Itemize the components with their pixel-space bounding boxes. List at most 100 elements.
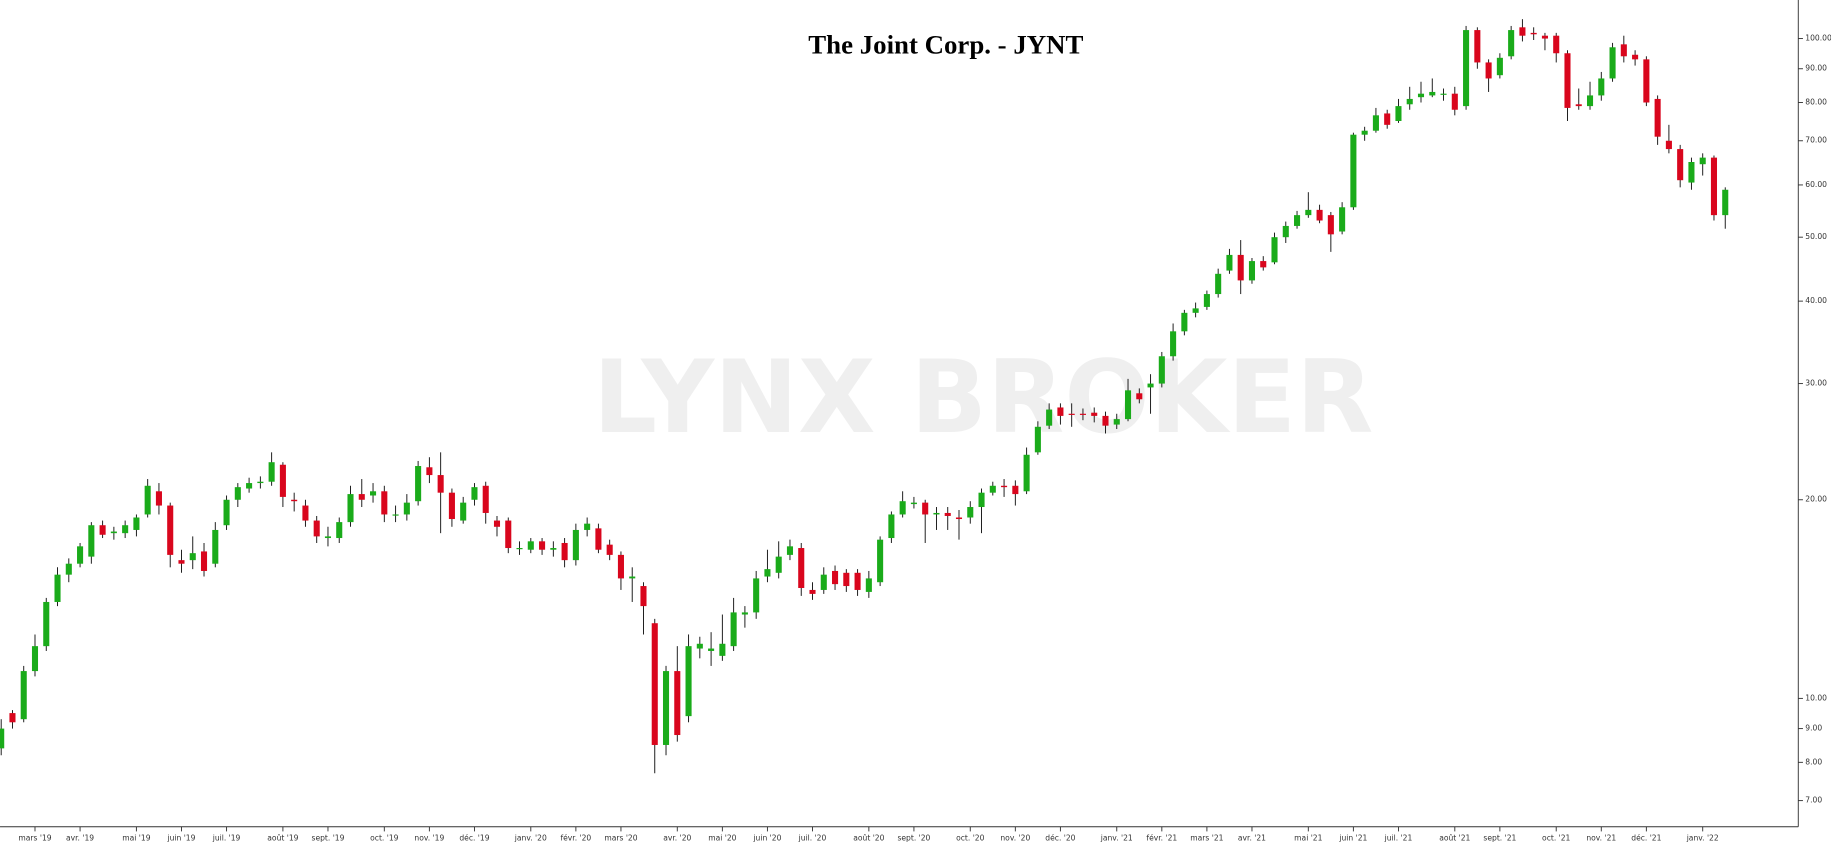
candle-body bbox=[291, 499, 298, 502]
candle-body bbox=[1564, 53, 1571, 108]
candle-body bbox=[1339, 207, 1346, 232]
candle-body bbox=[1688, 161, 1695, 183]
candle-body bbox=[1699, 157, 1706, 165]
x-tick-label: oct. '21 bbox=[1542, 833, 1570, 842]
candle-body bbox=[279, 464, 286, 497]
candle-body bbox=[1170, 331, 1177, 357]
candle-body bbox=[1136, 393, 1143, 400]
x-tick-label: janv. '20 bbox=[514, 833, 547, 842]
candle-body bbox=[1541, 35, 1548, 39]
candle-body bbox=[1463, 30, 1470, 107]
candle-body bbox=[1079, 413, 1086, 415]
x-tick-label: juin '19 bbox=[167, 833, 196, 842]
candle-body bbox=[1248, 261, 1256, 281]
y-tick-label: 50.00 bbox=[1805, 232, 1827, 241]
candle-body bbox=[167, 505, 174, 555]
candle-body bbox=[888, 514, 895, 539]
candle-body bbox=[1181, 312, 1188, 332]
x-tick-label: mars '19 bbox=[18, 833, 51, 842]
candle-body bbox=[651, 623, 658, 745]
candle-body bbox=[809, 589, 816, 594]
watermark: LYNX BROKER bbox=[593, 339, 1373, 456]
candle-body bbox=[1327, 215, 1334, 235]
candle-body bbox=[1722, 189, 1729, 216]
y-tick-label: 20.00 bbox=[1805, 495, 1827, 504]
candle-body bbox=[1091, 412, 1098, 416]
candle-body bbox=[1294, 215, 1301, 226]
candle-body bbox=[9, 713, 16, 723]
candle-body bbox=[415, 466, 422, 502]
y-tick-label: 30.00 bbox=[1805, 379, 1827, 388]
candle-body bbox=[1485, 62, 1492, 79]
candle-body bbox=[1226, 254, 1233, 271]
candle-body bbox=[933, 512, 940, 515]
candle-body bbox=[978, 492, 985, 508]
x-tick-label: mars '20 bbox=[604, 833, 637, 842]
candle-body bbox=[133, 517, 140, 530]
candle-body bbox=[1598, 78, 1605, 96]
candle-body bbox=[1586, 95, 1594, 107]
x-tick-label: mars '21 bbox=[1190, 833, 1223, 842]
y-tick-label: 100.00 bbox=[1805, 34, 1831, 43]
candle-body bbox=[392, 514, 399, 516]
candle-body bbox=[1102, 415, 1109, 426]
candle-body bbox=[539, 541, 546, 550]
candle-body bbox=[144, 485, 151, 515]
candle-body bbox=[1417, 93, 1425, 98]
candle-body bbox=[877, 539, 884, 583]
candle-body bbox=[122, 525, 129, 534]
candle-body bbox=[719, 643, 726, 656]
x-tick-label: sept. '21 bbox=[1483, 833, 1516, 842]
candle-body bbox=[572, 529, 579, 561]
x-tick-label: déc. '21 bbox=[1631, 833, 1661, 842]
candle-body bbox=[31, 646, 39, 672]
x-tick-label: déc. '20 bbox=[1045, 833, 1075, 842]
candle-body bbox=[629, 576, 636, 579]
candle-body bbox=[482, 485, 489, 513]
candle-body bbox=[178, 560, 185, 564]
x-tick-label: nov. '21 bbox=[1586, 833, 1616, 842]
candle-body bbox=[1192, 308, 1199, 313]
candle-body bbox=[1395, 106, 1402, 121]
x-tick-label: juil. '19 bbox=[212, 833, 241, 842]
candle-body bbox=[1350, 134, 1357, 208]
candle-body bbox=[1316, 209, 1323, 221]
x-tick-label: nov. '20 bbox=[1000, 833, 1030, 842]
candle-body bbox=[54, 574, 61, 602]
candle-body bbox=[1023, 454, 1030, 492]
candle-body bbox=[1361, 130, 1368, 135]
candle-body bbox=[426, 467, 433, 476]
candle-body bbox=[775, 556, 782, 573]
candle-body bbox=[1710, 157, 1718, 216]
candle-body bbox=[527, 541, 534, 550]
candle-body bbox=[1406, 98, 1413, 105]
candle-body bbox=[1384, 113, 1391, 125]
candle-body bbox=[223, 499, 230, 526]
x-tick-label: oct. '20 bbox=[956, 833, 984, 842]
candle-body bbox=[234, 487, 241, 500]
x-tick-label: nov. '19 bbox=[414, 833, 444, 842]
candle-body bbox=[1654, 98, 1661, 137]
candle-body bbox=[43, 601, 50, 647]
x-tick-label: janv. '22 bbox=[1686, 833, 1719, 842]
y-tick-label: 60.00 bbox=[1805, 180, 1827, 189]
candle-body bbox=[1643, 59, 1650, 103]
candle-body bbox=[786, 546, 794, 555]
candle-body bbox=[1632, 54, 1639, 60]
candle-body bbox=[1046, 409, 1053, 426]
candle-body bbox=[347, 494, 354, 523]
candle-body bbox=[899, 501, 906, 515]
x-tick-label: sept. '20 bbox=[897, 833, 930, 842]
candle-body bbox=[336, 522, 343, 539]
candle-body bbox=[764, 569, 771, 577]
candle-body bbox=[437, 475, 444, 493]
x-tick-label: déc. '19 bbox=[459, 833, 489, 842]
y-tick-label: 8.00 bbox=[1805, 757, 1822, 766]
x-tick-label: oct. '19 bbox=[370, 833, 398, 842]
candle-body bbox=[854, 572, 861, 590]
x-tick-label: avr. '20 bbox=[663, 833, 691, 842]
candle-body bbox=[662, 671, 670, 745]
candle-body bbox=[1620, 44, 1627, 57]
candle-body bbox=[1609, 47, 1616, 79]
